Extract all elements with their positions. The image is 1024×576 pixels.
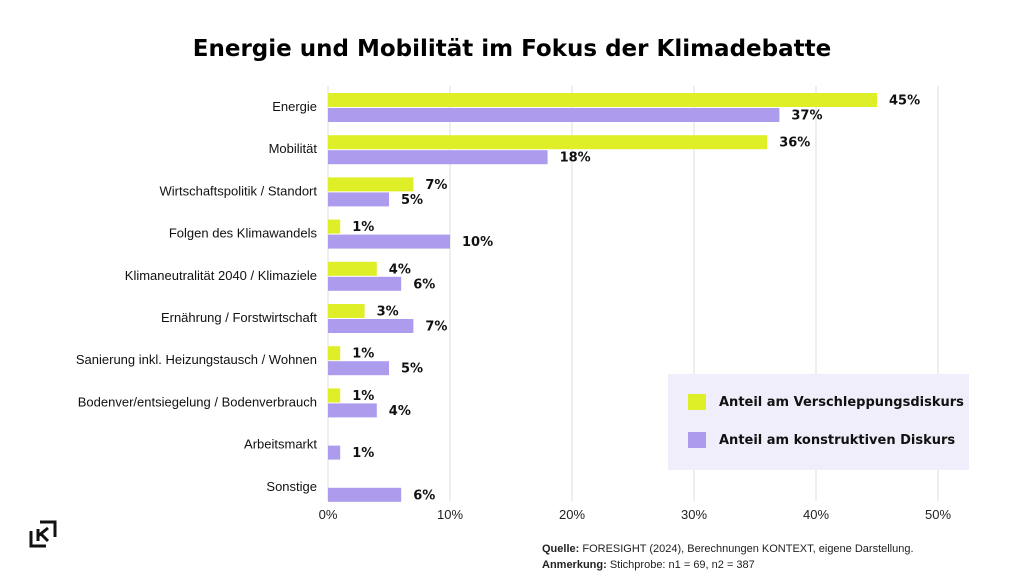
bar xyxy=(328,261,377,276)
bar xyxy=(328,234,450,249)
bar xyxy=(328,487,402,502)
x-tick-label: 50% xyxy=(925,507,951,522)
bar xyxy=(328,388,341,403)
data-label: 6% xyxy=(413,488,435,503)
data-label: 5% xyxy=(401,193,423,208)
source-label: Quelle: xyxy=(542,543,580,555)
bar xyxy=(328,276,402,291)
x-tick-label: 20% xyxy=(559,507,585,522)
data-label: 5% xyxy=(401,362,423,377)
source-line: Quelle: FORESIGHT (2024), Berechnungen K… xyxy=(542,541,914,557)
data-label: 6% xyxy=(413,277,435,292)
data-label: 4% xyxy=(389,262,411,277)
category-label: Arbeitsmarkt xyxy=(244,437,317,452)
category-label: Ernährung / Forstwirtschaft xyxy=(161,310,317,325)
data-label: 7% xyxy=(425,178,447,193)
data-label: 3% xyxy=(377,305,399,320)
bar xyxy=(328,403,377,418)
bar xyxy=(328,135,768,150)
category-label: Sonstige xyxy=(266,479,317,494)
note-line: Anmerkung: Stichprobe: n1 = 69, n2 = 387 xyxy=(542,557,914,573)
category-label: Klimaneutralität 2040 / Klimaziele xyxy=(125,268,317,283)
category-label: Sanierung inkl. Heizungstausch / Wohnen xyxy=(76,352,317,367)
data-label: 4% xyxy=(389,404,411,419)
legend-item-verschleppung: Anteil am Verschleppungsdiskurs xyxy=(688,394,964,410)
legend: Anteil am Verschleppungsdiskurs Anteil a… xyxy=(668,374,969,470)
x-tick-label: 0% xyxy=(319,507,338,522)
bar xyxy=(328,445,341,460)
bar xyxy=(328,177,414,192)
data-label: 7% xyxy=(425,320,447,335)
category-label: Energie xyxy=(272,99,317,114)
x-tick-label: 40% xyxy=(803,507,829,522)
bar xyxy=(328,150,548,165)
legend-swatch-verschleppung xyxy=(688,394,706,410)
bar xyxy=(328,108,780,122)
note-text: Stichprobe: n1 = 69, n2 = 387 xyxy=(609,559,755,571)
note-label: Anmerkung: xyxy=(542,559,607,571)
kontext-logo-icon xyxy=(29,520,57,548)
x-tick-label: 10% xyxy=(437,507,463,522)
bar xyxy=(328,346,341,361)
data-label: 10% xyxy=(462,235,493,250)
bar xyxy=(328,93,877,107)
category-label: Wirtschaftspolitik / Standort xyxy=(160,183,318,198)
chart-title: Energie und Mobilität im Fokus der Klima… xyxy=(192,36,832,62)
data-label: 45% xyxy=(889,94,920,109)
data-label: 36% xyxy=(779,136,810,151)
source-note: Quelle: FORESIGHT (2024), Berechnungen K… xyxy=(542,541,914,573)
data-label: 1% xyxy=(352,446,374,461)
data-label: 1% xyxy=(352,347,374,362)
bar xyxy=(328,319,414,333)
category-label: Mobilität xyxy=(269,141,318,156)
legend-item-konstruktiv: Anteil am konstruktiven Diskurs xyxy=(688,432,955,448)
bar xyxy=(328,361,389,376)
bar xyxy=(328,192,389,207)
legend-swatch-konstruktiv xyxy=(688,432,706,448)
data-label: 1% xyxy=(352,220,374,235)
data-label: 37% xyxy=(791,109,822,124)
source-text: FORESIGHT (2024), Berechnungen KONTEXT, … xyxy=(582,543,914,555)
bar xyxy=(328,219,341,234)
x-tick-label: 30% xyxy=(681,507,707,522)
data-label: 1% xyxy=(352,389,374,404)
category-label: Bodenver/entsiegelung / Bodenverbrauch xyxy=(78,394,317,409)
data-label: 18% xyxy=(560,151,591,166)
legend-label-konstruktiv: Anteil am konstruktiven Diskurs xyxy=(719,432,956,448)
bar xyxy=(328,304,365,318)
legend-label-verschleppung: Anteil am Verschleppungsdiskurs xyxy=(719,394,964,410)
category-label: Folgen des Klimawandels xyxy=(169,226,318,241)
